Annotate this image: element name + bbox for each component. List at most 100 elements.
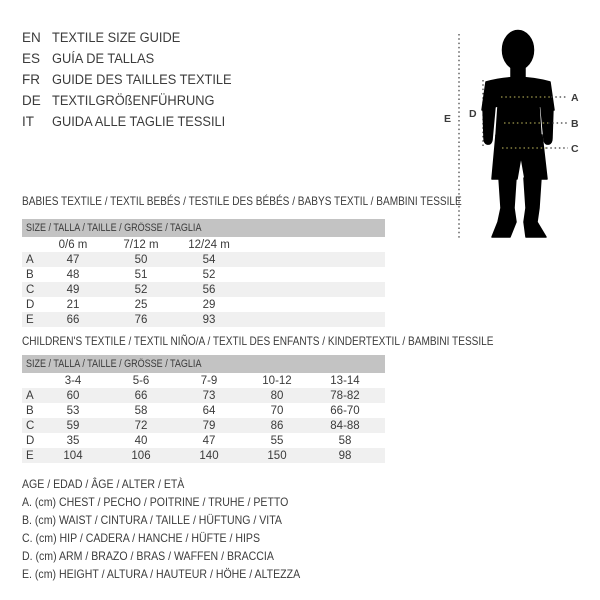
size-cell: 104 bbox=[39, 448, 107, 463]
size-cell: 78-82 bbox=[311, 388, 379, 403]
row-label: A bbox=[22, 252, 39, 267]
column-header-row: 0/6 m 7/12 m 12/24 m bbox=[22, 237, 385, 252]
language-title: TEXTILGRÖßENFÜHRUNG bbox=[52, 93, 215, 108]
legend-line: A. (cm) CHEST / PECHO / POITRINE / TRUHE… bbox=[22, 493, 338, 511]
language-code: FR bbox=[22, 72, 40, 87]
size-figure: E D A B C bbox=[444, 29, 579, 238]
size-cell: 60 bbox=[39, 388, 107, 403]
column-header: 12/24 m bbox=[175, 237, 243, 252]
language-row: IT GUIDA ALLE TAGLIE TESSILI bbox=[22, 111, 241, 132]
size-cell: 72 bbox=[107, 418, 175, 433]
size-cell: 48 bbox=[66, 268, 80, 281]
table-row: C 49 52 56 bbox=[22, 282, 385, 297]
language-code: EN bbox=[22, 30, 41, 45]
row-label: E bbox=[22, 312, 39, 327]
size-cell: 54 bbox=[175, 252, 243, 267]
filler-cell bbox=[243, 312, 385, 327]
table-row: D 35 40 47 55 58 bbox=[22, 433, 385, 448]
row-label: D bbox=[26, 434, 35, 447]
size-cell: 86 bbox=[243, 418, 311, 433]
size-cell: 49 bbox=[39, 282, 107, 297]
size-cell: 73 bbox=[175, 388, 243, 403]
size-cell: 35 bbox=[66, 434, 80, 447]
column-header: 10-12 bbox=[243, 373, 311, 388]
language-code: ES bbox=[22, 51, 41, 66]
size-cell: 51 bbox=[134, 268, 148, 281]
table-row: E 104 106 140 150 98 bbox=[22, 448, 385, 463]
measure-label-c: C bbox=[571, 143, 579, 155]
column-header: 7/12 m bbox=[107, 237, 175, 252]
size-cell: 140 bbox=[175, 448, 243, 463]
size-cell: 50 bbox=[107, 252, 175, 267]
legend-line: E. (cm) HEIGHT / ALTURA / HAUTEUR / HÖHE… bbox=[22, 565, 338, 583]
column-header: 0/6 m bbox=[39, 237, 107, 252]
size-cell: 21 bbox=[66, 298, 80, 311]
language-list: EN TEXTILE SIZE GUIDE ES GUÍA DE TALLAS FR GU… bbox=[22, 27, 241, 132]
language-title: GUIDA ALLE TAGLIE TESSILI bbox=[52, 114, 226, 129]
size-cell: 64 bbox=[202, 404, 216, 417]
language-title: GUIDE DES TAILLES TEXTILE bbox=[52, 72, 232, 87]
silhouette-shorts bbox=[491, 134, 548, 180]
language-row: EN TEXTILE SIZE GUIDE bbox=[22, 27, 241, 48]
size-cell: 66-70 bbox=[330, 404, 360, 417]
silhouette-left-leg bbox=[491, 177, 517, 238]
language-code: IT bbox=[22, 114, 34, 129]
child-silhouette bbox=[481, 29, 555, 238]
size-cell: 40 bbox=[134, 434, 148, 447]
table-row: A 47 50 54 bbox=[22, 252, 385, 267]
column-header-row: 3-4 5-6 7-9 10-12 13-14 bbox=[22, 373, 385, 388]
language-row: DE TEXTILGRÖßENFÜHRUNG bbox=[22, 90, 241, 111]
size-cell: 70 bbox=[270, 404, 284, 417]
legend-text: D. (cm) ARM / BRAZO / BRAS / WAFFEN / BR… bbox=[22, 549, 274, 563]
size-cell: 84-88 bbox=[311, 418, 379, 433]
measure-label-b: B bbox=[571, 118, 579, 130]
size-cell: 80 bbox=[243, 388, 311, 403]
filler-cell bbox=[379, 403, 385, 418]
silhouette-right-arm bbox=[540, 106, 554, 145]
table-row: A 60 66 73 80 78-82 bbox=[22, 388, 385, 403]
legend-text: AGE / EDAD / ÂGE / ALTER / ETÀ bbox=[22, 477, 185, 491]
row-label: C bbox=[22, 282, 39, 297]
legend-text: B. (cm) WAIST / CINTURA / TAILLE / HÜFTU… bbox=[22, 513, 282, 527]
table-row: B 53 58 64 70 66-70 bbox=[22, 403, 385, 418]
language-row: ES GUÍA DE TALLAS bbox=[22, 48, 241, 69]
babies-size-table: SIZE / TALLA / TAILLE / GRÖSSE / TAGLIA … bbox=[22, 219, 385, 327]
children-size-table: SIZE / TALLA / TAILLE / GRÖSSE / TAGLIA … bbox=[22, 355, 385, 463]
babies-section-title: BABIES TEXTILE / TEXTIL BEBÉS / TESTILE … bbox=[22, 194, 462, 208]
legend-line: C. (cm) HIP / CADERA / HANCHE / HÜFTE / … bbox=[22, 529, 338, 547]
size-cell: 47 bbox=[39, 252, 107, 267]
size-cell: 66 bbox=[107, 388, 175, 403]
size-cell: 55 bbox=[270, 434, 284, 447]
row-label: D bbox=[26, 298, 35, 311]
filler-cell bbox=[243, 252, 385, 267]
legend-text: C. (cm) HIP / CADERA / HANCHE / HÜFTE / … bbox=[22, 531, 261, 545]
silhouette-right-leg bbox=[523, 177, 547, 238]
filler-cell bbox=[243, 267, 385, 282]
legend-line: B. (cm) WAIST / CINTURA / TAILLE / HÜFTU… bbox=[22, 511, 338, 529]
table-row: B 48 51 52 bbox=[22, 267, 385, 282]
size-cell: 76 bbox=[107, 312, 175, 327]
size-cell: 58 bbox=[338, 434, 352, 447]
filler-cell bbox=[243, 237, 385, 252]
language-code: DE bbox=[22, 93, 41, 108]
row-label: B bbox=[26, 268, 34, 281]
table-header-bar: SIZE / TALLA / TAILLE / GRÖSSE / TAGLIA bbox=[22, 219, 385, 237]
children-section-title: CHILDREN'S TEXTILE / TEXTIL NIÑO/A / TEX… bbox=[22, 334, 494, 348]
measure-label-a: A bbox=[571, 92, 579, 104]
size-cell: 52 bbox=[202, 268, 216, 281]
legend-line: AGE / EDAD / ÂGE / ALTER / ETÀ bbox=[22, 475, 338, 493]
language-title: TEXTILE SIZE GUIDE bbox=[52, 30, 181, 45]
filler-cell bbox=[379, 448, 385, 463]
table-row: D 21 25 29 bbox=[22, 297, 385, 312]
filler-cell bbox=[379, 418, 385, 433]
table-header-label: SIZE / TALLA / TAILLE / GRÖSSE / TAGLIA bbox=[22, 355, 385, 373]
row-label: B bbox=[26, 404, 34, 417]
filler-cell bbox=[379, 388, 385, 403]
row-label: A bbox=[22, 388, 39, 403]
size-cell: 79 bbox=[175, 418, 243, 433]
size-cell: 47 bbox=[202, 434, 216, 447]
table-header-bar: SIZE / TALLA / TAILLE / GRÖSSE / TAGLIA bbox=[22, 355, 385, 373]
column-header: 13-14 bbox=[311, 373, 379, 388]
table-row: E 66 76 93 bbox=[22, 312, 385, 327]
silhouette-left-arm bbox=[482, 106, 496, 145]
